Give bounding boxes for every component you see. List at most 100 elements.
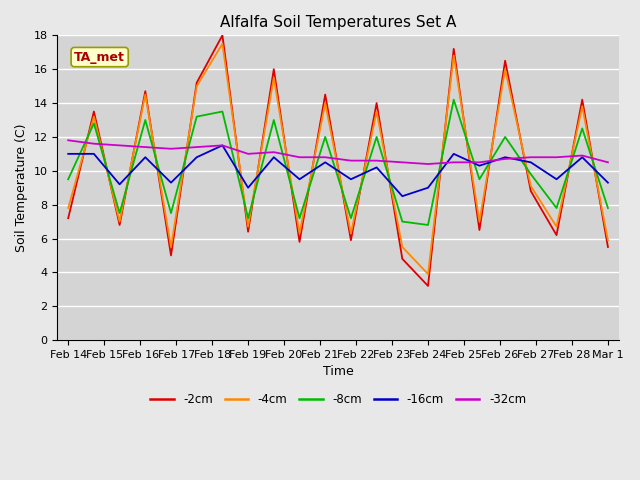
-2cm xyxy=(65,216,72,221)
Line: -32cm: -32cm xyxy=(68,140,608,164)
-16cm xyxy=(527,159,534,165)
-8cm xyxy=(399,219,406,225)
-32cm xyxy=(450,159,458,165)
-8cm xyxy=(296,216,303,221)
-32cm xyxy=(219,143,227,148)
-8cm xyxy=(579,126,586,132)
-2cm xyxy=(604,244,612,250)
-8cm xyxy=(65,176,72,182)
-16cm xyxy=(270,155,278,160)
-8cm xyxy=(347,216,355,221)
-8cm xyxy=(270,117,278,123)
-4cm xyxy=(424,271,432,277)
-16cm xyxy=(321,159,329,165)
-32cm xyxy=(424,161,432,167)
-16cm xyxy=(116,181,124,187)
-2cm xyxy=(372,100,380,106)
-8cm xyxy=(553,205,561,211)
Line: -8cm: -8cm xyxy=(68,100,608,225)
-16cm xyxy=(219,143,227,148)
-4cm xyxy=(167,244,175,250)
-2cm xyxy=(167,252,175,258)
-4cm xyxy=(296,230,303,236)
-16cm xyxy=(90,151,98,157)
-16cm xyxy=(296,176,303,182)
-8cm xyxy=(116,210,124,216)
-2cm xyxy=(244,229,252,235)
-8cm xyxy=(450,97,458,103)
Title: Alfalfa Soil Temperatures Set A: Alfalfa Soil Temperatures Set A xyxy=(220,15,456,30)
-32cm xyxy=(527,155,534,160)
Line: -4cm: -4cm xyxy=(68,44,608,274)
-32cm xyxy=(65,137,72,143)
-4cm xyxy=(450,53,458,59)
Legend: -2cm, -4cm, -8cm, -16cm, -32cm: -2cm, -4cm, -8cm, -16cm, -32cm xyxy=(145,388,531,410)
-16cm xyxy=(372,165,380,170)
-8cm xyxy=(527,171,534,177)
-16cm xyxy=(553,176,561,182)
-2cm xyxy=(424,283,432,289)
-32cm xyxy=(476,159,483,165)
Line: -16cm: -16cm xyxy=(68,145,608,196)
X-axis label: Time: Time xyxy=(323,365,353,378)
-2cm xyxy=(90,108,98,114)
-16cm xyxy=(347,176,355,182)
-2cm xyxy=(270,66,278,72)
-4cm xyxy=(527,183,534,189)
-4cm xyxy=(553,224,561,229)
-4cm xyxy=(372,108,380,114)
-2cm xyxy=(527,188,534,194)
-8cm xyxy=(501,134,509,140)
-4cm xyxy=(270,75,278,81)
-16cm xyxy=(193,155,200,160)
Line: -2cm: -2cm xyxy=(68,36,608,286)
-8cm xyxy=(219,108,227,114)
-32cm xyxy=(579,153,586,158)
-32cm xyxy=(372,158,380,164)
-8cm xyxy=(321,134,329,140)
-4cm xyxy=(219,41,227,47)
-32cm xyxy=(141,144,149,150)
-2cm xyxy=(296,239,303,245)
-32cm xyxy=(116,143,124,148)
-4cm xyxy=(116,219,124,225)
-8cm xyxy=(476,176,483,182)
-2cm xyxy=(219,33,227,38)
-32cm xyxy=(553,155,561,160)
-2cm xyxy=(476,227,483,233)
-2cm xyxy=(116,222,124,228)
-4cm xyxy=(604,237,612,243)
-8cm xyxy=(141,117,149,123)
-16cm xyxy=(501,155,509,160)
-16cm xyxy=(167,180,175,185)
-4cm xyxy=(141,92,149,97)
-2cm xyxy=(347,237,355,243)
-4cm xyxy=(347,230,355,236)
-32cm xyxy=(270,149,278,155)
-32cm xyxy=(244,151,252,157)
-2cm xyxy=(450,46,458,52)
-4cm xyxy=(193,83,200,89)
-4cm xyxy=(244,224,252,229)
-8cm xyxy=(372,134,380,140)
-16cm xyxy=(579,155,586,160)
-16cm xyxy=(399,193,406,199)
-4cm xyxy=(399,244,406,250)
-8cm xyxy=(604,205,612,211)
-2cm xyxy=(141,88,149,94)
-2cm xyxy=(399,256,406,262)
-8cm xyxy=(244,216,252,221)
-4cm xyxy=(321,100,329,106)
-32cm xyxy=(347,158,355,164)
-4cm xyxy=(65,205,72,211)
-16cm xyxy=(141,155,149,160)
-32cm xyxy=(296,155,303,160)
-2cm xyxy=(193,80,200,85)
-32cm xyxy=(399,159,406,165)
-2cm xyxy=(501,58,509,64)
-2cm xyxy=(553,232,561,238)
-2cm xyxy=(321,92,329,97)
-16cm xyxy=(424,185,432,191)
-4cm xyxy=(90,114,98,120)
-8cm xyxy=(90,120,98,126)
